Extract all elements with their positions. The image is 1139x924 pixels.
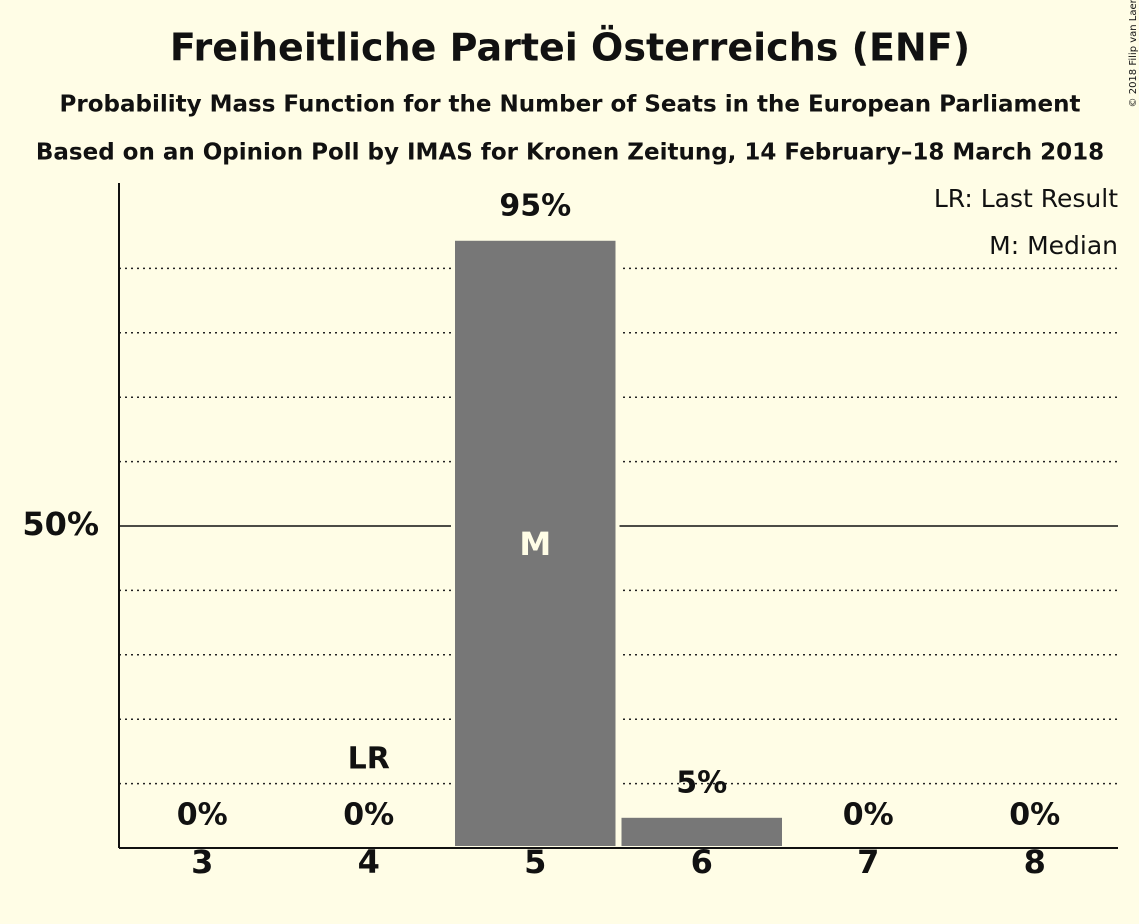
value-label: 0%: [843, 798, 894, 833]
value-label: 95%: [499, 188, 571, 223]
chart-subtitle: Based on an Opinion Poll by IMAS for Kro…: [36, 140, 1104, 166]
value-label: 0%: [177, 798, 228, 833]
legend-entry: LR: Last Result: [934, 184, 1118, 213]
bar: [451, 236, 620, 850]
y-tick-label: 50%: [22, 505, 99, 543]
x-tick-label: 6: [691, 843, 713, 881]
x-tick-label: 5: [524, 843, 546, 881]
x-tick-label: 7: [857, 843, 879, 881]
median-marker: M: [519, 525, 551, 563]
x-tick-label: 8: [1024, 843, 1046, 881]
value-label: 0%: [343, 798, 394, 833]
chart-title: Freiheitliche Partei Österreichs (ENF): [170, 26, 970, 70]
x-tick-label: 4: [358, 843, 380, 881]
last-result-marker: LR: [348, 742, 390, 777]
chart-subtitle: Probability Mass Function for the Number…: [60, 92, 1081, 118]
value-label: 0%: [1009, 798, 1060, 833]
copyright: © 2018 Filip van Laenen: [1128, 0, 1139, 107]
x-tick-label: 3: [191, 843, 213, 881]
value-label: 5%: [676, 765, 727, 800]
legend-entry: M: Median: [989, 231, 1118, 260]
